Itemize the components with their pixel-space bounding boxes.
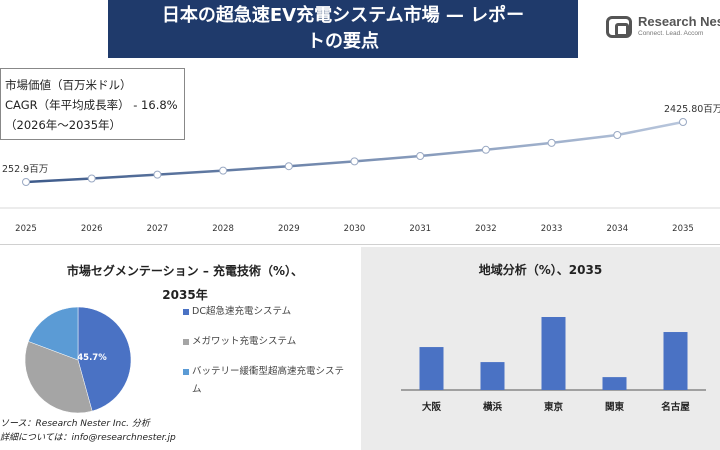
x-tick-2032: 2032 [475, 224, 497, 234]
section-divider [0, 244, 720, 245]
x-tick-2035: 2035 [672, 224, 694, 234]
line-point-2029 [284, 162, 293, 171]
report-title: 日本の超急速EV充電システム市場 — レポー トの要点 [108, 0, 578, 58]
x-tick-2033: 2033 [541, 224, 563, 234]
logo-name: Research Nest [638, 14, 720, 29]
regional-analysis-panel: 地域分析（%）、2035 大阪 横浜 東京 関東 名古屋 [361, 247, 720, 450]
line-point-2033 [547, 138, 556, 147]
legend-swatch-megawatt [183, 339, 189, 345]
market-value-unit: 市場価値（百万米ドル） [5, 78, 132, 92]
x-tick-2027: 2027 [147, 224, 169, 234]
bar-label-4: 関東 [605, 401, 625, 413]
line-point-2035 [679, 118, 687, 126]
bar-label-2: 横浜 [483, 401, 503, 413]
legend-swatch-dc [183, 309, 189, 315]
bar-3 [541, 317, 566, 390]
legend-label-battery: バッテリー緩衝型超高速充電システム [192, 366, 345, 395]
bar-chart-title: 地域分析（%）、2035 [478, 263, 603, 277]
contact-line: 詳細については：info@researchnester.jp [0, 433, 176, 443]
market-value-line-chart: 2025 2026 2027 2028 2029 2030 2031 2032 2033 2034… [0, 103, 720, 234]
logo-tagline: Connect. Lead. Accom [638, 30, 704, 37]
line-point-2031 [416, 151, 425, 160]
x-tick-2029: 2029 [278, 224, 300, 234]
start-value-label: 252.9百万 [2, 164, 48, 175]
report-title-line2: トの要点 [307, 31, 379, 52]
pie-slice-value-label: 45.7% [77, 353, 107, 363]
pie-slice-1 [77, 306, 132, 412]
bar-1 [419, 347, 444, 390]
bar-4 [602, 377, 627, 390]
bar-5 [663, 332, 688, 390]
legend-item-megawatt: メガワット充電システム [183, 333, 353, 351]
cagr-period: （2026年～2035年） [5, 118, 122, 132]
legend-label-dc: DC超急速充電システム [192, 306, 292, 317]
company-logo: Research Nest Connect. Lead. Accom [606, 14, 720, 44]
source-line: ソース：Research Nester Inc. 分析 [0, 419, 150, 429]
pie-title-line1: 市場セグメンテーション – 充電技術（%）、 [66, 264, 304, 278]
bar-label-1: 大阪 [422, 401, 442, 413]
legend-swatch-battery [183, 369, 189, 375]
x-tick-2028: 2028 [212, 224, 234, 234]
market-info-box: 市場価値（百万米ドル） CAGR（年平均成長率） - 16.8% （2026年～… [0, 68, 185, 140]
legend-label-megawatt: メガワット充電システム [192, 336, 297, 347]
line-point-2034 [613, 131, 622, 140]
line-point-2026 [87, 174, 96, 183]
regional-bar-chart: 大阪 横浜 東京 関東 名古屋 [401, 317, 706, 413]
end-value-label: 2425.80百万米 [664, 103, 720, 115]
report-title-line1: 日本の超急速EV充電システム市場 — レポー [161, 5, 525, 26]
bar-label-5: 名古屋 [661, 401, 690, 413]
x-tick-2026: 2026 [81, 224, 103, 234]
line-point-2032 [481, 145, 490, 154]
pie-title-line2: 2035年 [162, 288, 208, 302]
x-tick-2030: 2030 [344, 224, 366, 234]
line-point-2025 [22, 178, 30, 186]
line-point-2027 [153, 170, 162, 179]
pie-legend: DC超急速充電システム メガワット充電システム バッテリー緩衝型超高速充電システ… [183, 303, 353, 399]
pie-slice-2 [24, 341, 93, 414]
x-tick-2031: 2031 [409, 224, 431, 234]
line-point-2030 [350, 157, 359, 166]
x-tick-2034: 2034 [606, 224, 628, 234]
legend-item-dc: DC超急速充電システム [183, 303, 353, 321]
cagr-text: CAGR（年平均成長率） - 16.8% [5, 98, 178, 112]
pie-slice-3 [28, 306, 79, 361]
charging-technology-pie-chart: 45.7% [24, 306, 132, 414]
legend-item-battery: バッテリー緩衝型超高速充電システム [183, 363, 353, 399]
logo-icon [606, 16, 632, 38]
bar-label-3: 東京 [543, 401, 564, 413]
bar-2 [480, 362, 505, 390]
x-tick-2025: 2025 [15, 224, 37, 234]
line-point-2028 [219, 166, 228, 175]
source-note: ソース：Research Nester Inc. 分析 詳細については：info… [0, 417, 176, 445]
